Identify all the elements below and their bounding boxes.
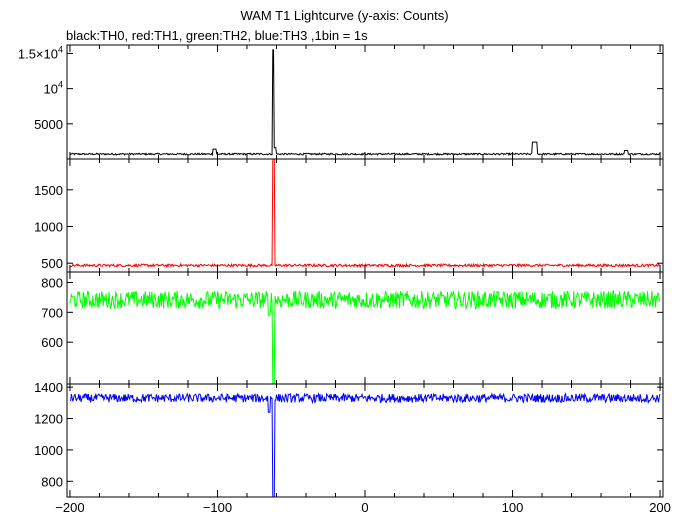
y-tick-label: 104	[44, 80, 63, 97]
y-tick-label: 500	[41, 256, 63, 271]
y-tick-label: 800	[41, 474, 63, 489]
x-tick-label: −100	[203, 500, 232, 515]
x-tick-label: −200	[55, 500, 84, 515]
x-tick-label: 100	[502, 500, 524, 515]
series-line-th3	[69, 392, 661, 498]
x-tick-label: 0	[361, 500, 368, 515]
y-tick-label: 800	[41, 275, 63, 290]
panel-frame-th1	[66, 158, 664, 273]
series-line-th1	[69, 158, 661, 269]
y-tick-label: 700	[41, 305, 63, 320]
x-tick-label: 200	[649, 500, 671, 515]
y-tick-label: 1000	[34, 220, 63, 235]
y-tick-label: 1.5×104	[18, 44, 63, 61]
panel-frame-th2	[66, 271, 664, 385]
y-tick-label: 1400	[34, 380, 63, 395]
y-tick-label: 5000	[34, 117, 63, 132]
y-tick-label: 600	[41, 335, 63, 350]
series-line-th0	[69, 49, 661, 157]
chart-subtitle: black:TH0, red:TH1, green:TH2, blue:TH3 …	[66, 28, 368, 43]
y-tick-label: 1000	[34, 443, 63, 458]
series-line-th2	[69, 290, 661, 385]
chart-title: WAM T1 Lightcurve (y-axis: Counts)	[240, 8, 449, 23]
y-tick-label: 1500	[34, 183, 63, 198]
panel-frame-th0	[66, 44, 664, 160]
y-tick-label: 1200	[34, 412, 63, 427]
